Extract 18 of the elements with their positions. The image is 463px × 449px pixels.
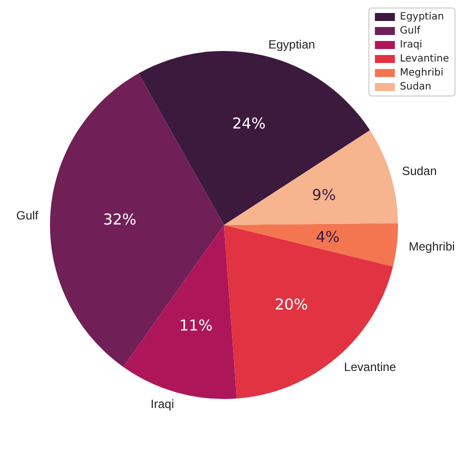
slice-label: Sudan: [402, 164, 437, 178]
data-label: 9%: [312, 186, 336, 204]
data-label: 24%: [232, 114, 266, 133]
legend-label: Iraqi: [400, 40, 422, 50]
data-label: 11%: [179, 316, 213, 335]
slice-label: Egyptian: [268, 37, 316, 52]
legend-label: Meghribi: [400, 68, 444, 78]
slice-label: Meghribi: [408, 239, 455, 254]
legend-label: Sudan: [400, 82, 432, 92]
slice-label: Iraqi: [150, 397, 174, 412]
slice-label: Levantine: [344, 360, 396, 374]
legend-label: Levantine: [400, 54, 450, 64]
data-label: 32%: [103, 210, 136, 229]
data-label: 4%: [316, 228, 340, 246]
data-label: 20%: [274, 296, 308, 314]
legend-label: Gulf: [400, 26, 421, 36]
legend-label: Egyptian: [400, 12, 444, 22]
slice-label: Gulf: [16, 208, 39, 222]
